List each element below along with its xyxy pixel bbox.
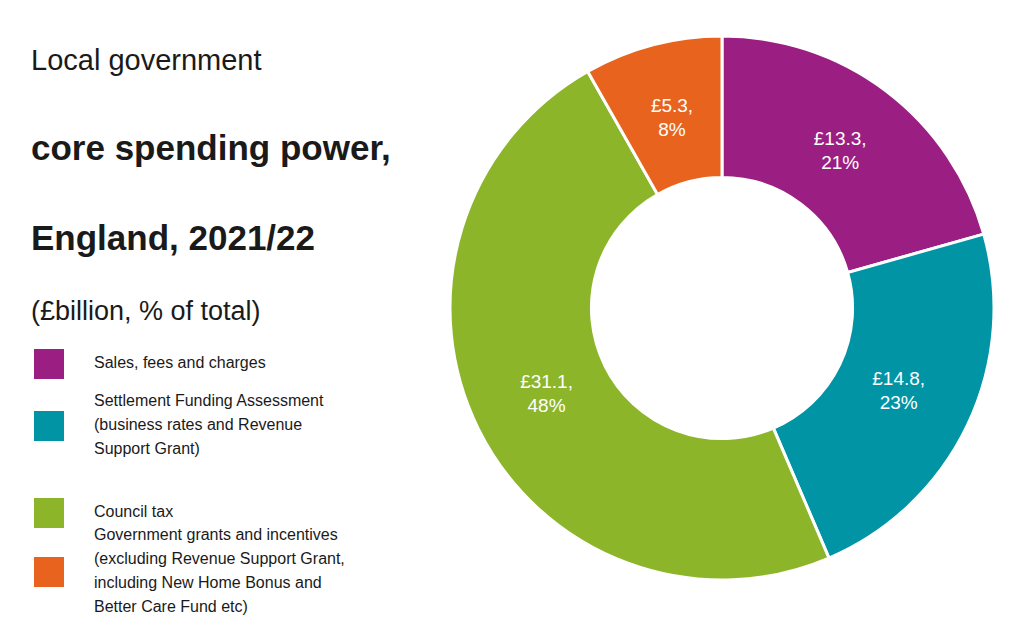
data-label-line: 8% — [658, 119, 686, 140]
title-line: core spending power, — [31, 128, 391, 167]
legend-label: Council tax — [94, 503, 173, 520]
subtitle: (£billion, % of total) — [31, 296, 261, 326]
title: Local government core spending power, Engl… — [31, 44, 391, 257]
data-labels: £13.3, 21% £14.8, 23% £31.1, 48% £5.3, 8% — [520, 95, 925, 416]
legend-label-line: Sales, fees and charges — [94, 354, 266, 371]
data-label-line: 23% — [880, 392, 918, 413]
legend-label: Settlement Funding Assessment (business r… — [94, 392, 324, 457]
legend-label-line: Settlement Funding Assessment — [94, 392, 324, 409]
donut — [450, 36, 994, 580]
data-label-line: 48% — [528, 395, 566, 416]
title-line: England, 2021/22 — [31, 218, 315, 257]
legend-item: Settlement Funding Assessment (business r… — [34, 392, 324, 457]
data-label: £5.3, 8% — [651, 95, 693, 140]
chart: Local government core spending power, Engl… — [0, 0, 1024, 622]
legend-label-line: including New Home Bonus and — [94, 574, 322, 591]
data-label-line: £13.3, — [814, 128, 867, 149]
legend-item: Government grants and incentives (excludi… — [34, 526, 345, 615]
title-line: Local government — [31, 44, 262, 76]
data-label-line: £14.8, — [872, 368, 925, 389]
legend-label-line: Support Grant) — [94, 440, 200, 457]
legend-label-line: (excluding Revenue Support Grant, — [94, 550, 345, 567]
slice — [588, 36, 722, 194]
legend-item: Sales, fees and charges — [34, 349, 266, 379]
data-label-line: 21% — [821, 152, 859, 173]
data-label-line: £5.3, — [651, 95, 693, 116]
legend-label-line: Better Care Fund etc) — [94, 598, 248, 615]
legend-swatch — [34, 411, 64, 441]
slice — [722, 36, 984, 273]
legend-label-line: Council tax — [94, 503, 173, 520]
legend-label-line: (business rates and Revenue — [94, 416, 302, 433]
legend-label: Sales, fees and charges — [94, 354, 266, 371]
legend-label-line: Government grants and incentives — [94, 526, 338, 543]
data-label: £14.8, 23% — [872, 368, 925, 413]
legend-item: Council tax — [34, 498, 173, 528]
legend-swatch — [34, 349, 64, 379]
legend-label: Government grants and incentives (excludi… — [94, 526, 345, 615]
legend-swatch — [34, 498, 64, 528]
legend-swatch — [34, 557, 64, 587]
data-label: £13.3, 21% — [814, 128, 867, 173]
data-label-line: £31.1, — [520, 371, 573, 392]
legend: Sales, fees and charges Settlement Fundin… — [34, 349, 345, 615]
data-label: £31.1, 48% — [520, 371, 573, 416]
